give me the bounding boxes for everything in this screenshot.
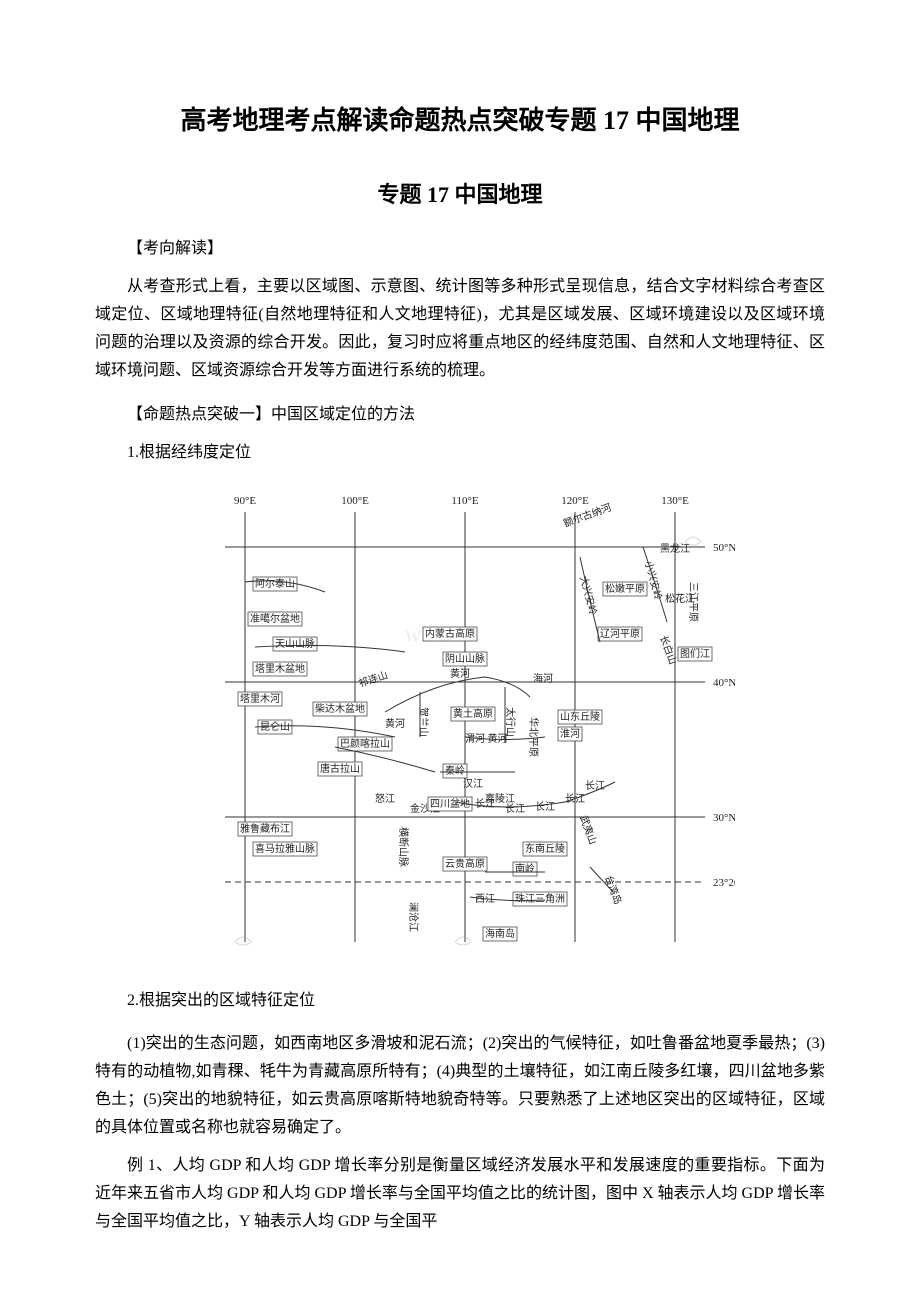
- svg-text:松花江: 松花江: [665, 592, 695, 605]
- body-paragraph: 例 1、人均 GDP 和人均 GDP 增长率分别是衡量区域经济发展水平和发展速度…: [95, 1152, 825, 1236]
- svg-text:塔里木盆地: 塔里木盆地: [255, 662, 305, 675]
- svg-text:23°26′N: 23°26′N: [713, 877, 735, 889]
- svg-text:巴颜喀拉山: 巴颜喀拉山: [340, 737, 390, 750]
- svg-text:祁连山: 祁连山: [357, 668, 390, 690]
- svg-text:贺兰山: 贺兰山: [417, 707, 430, 737]
- svg-text:海河: 海河: [533, 672, 553, 685]
- svg-text:长江: 长江: [505, 803, 525, 815]
- svg-text:汉江: 汉江: [463, 778, 483, 790]
- svg-text:长江: 长江: [585, 780, 605, 792]
- svg-text:90°E: 90°E: [234, 495, 256, 507]
- svg-text:图们江: 图们江: [680, 647, 710, 660]
- china-map-svg: 90°E 100°E 110°E 120°E 130°E 50°N 40°N 30°N 23°2…: [185, 482, 735, 962]
- svg-text:南岭: 南岭: [515, 862, 535, 875]
- page-subtitle: 专题 17 中国地理: [95, 177, 825, 209]
- svg-text:天山山脉: 天山山脉: [275, 637, 315, 650]
- svg-text:喜马拉雅山脉: 喜马拉雅山脉: [255, 842, 315, 855]
- svg-text:武夷山: 武夷山: [577, 814, 599, 847]
- section-heading: 【命题热点突破一】中国区域定位的方法: [95, 400, 825, 424]
- svg-text:云贵高原: 云贵高原: [445, 857, 485, 870]
- svg-text:黑龙江: 黑龙江: [660, 542, 690, 555]
- body-paragraph: 从考查形式上看，主要以区域图、示意图、统计图等多种形式呈现信息，结合文字材料综合…: [95, 273, 825, 385]
- body-paragraph: (1)突出的生态问题，如西南地区多滑坡和泥石流；(2)突出的气候特征，如吐鲁番盆…: [95, 1030, 825, 1142]
- svg-text:100°E: 100°E: [341, 495, 369, 507]
- svg-text:30°N: 30°N: [713, 812, 735, 824]
- svg-text:横断山脉: 横断山脉: [397, 827, 410, 867]
- svg-text:珠江三角洲: 珠江三角洲: [515, 892, 565, 905]
- svg-text:海南岛: 海南岛: [485, 927, 515, 940]
- svg-text:太行山: 太行山: [504, 707, 517, 737]
- svg-text:柴达木盆地: 柴达木盆地: [315, 702, 365, 715]
- svg-text:黄河: 黄河: [385, 717, 405, 730]
- page-title: 高考地理考点解读命题热点突破专题 17 中国地理: [95, 100, 825, 137]
- svg-text:50°N: 50°N: [713, 542, 735, 554]
- svg-text:松嫩平原: 松嫩平原: [605, 582, 645, 595]
- section-heading: 【考向解读】: [95, 234, 825, 258]
- svg-text:120°E: 120°E: [561, 495, 589, 507]
- svg-text:雅鲁藏布江: 雅鲁藏布江: [240, 822, 290, 835]
- svg-text:阴山山脉: 阴山山脉: [445, 652, 485, 665]
- svg-text:黄土高原: 黄土高原: [453, 707, 493, 720]
- svg-text:怒江: 怒江: [375, 792, 395, 805]
- svg-text:40°N: 40°N: [713, 677, 735, 689]
- svg-text:黄河: 黄河: [450, 667, 470, 680]
- svg-text:110°E: 110°E: [451, 495, 478, 507]
- svg-text:辽河平原: 辽河平原: [600, 628, 640, 640]
- svg-text:130°E: 130°E: [661, 495, 689, 507]
- svg-text:台湾岛: 台湾岛: [602, 874, 624, 907]
- svg-text:淮河: 淮河: [560, 728, 580, 740]
- method-heading: 1.根据经纬度定位: [95, 439, 825, 467]
- china-map-figure: 90°E 100°E 110°E 120°E 130°E 50°N 40°N 30°N 23°2…: [95, 482, 825, 967]
- svg-text:东南丘陵: 东南丘陵: [525, 842, 565, 855]
- svg-text:准噶尔盆地: 准噶尔盆地: [250, 612, 300, 625]
- svg-text:唐古拉山: 唐古拉山: [320, 762, 360, 775]
- svg-text:长白山: 长白山: [657, 634, 679, 667]
- method-heading: 2.根据突出的区域特征定位: [95, 987, 825, 1015]
- svg-text:华北平原: 华北平原: [527, 717, 540, 757]
- svg-text:澜沧江: 澜沧江: [407, 902, 420, 932]
- svg-text:塔里木河: 塔里木河: [240, 692, 280, 705]
- svg-text:长江: 长江: [535, 801, 555, 813]
- svg-text:秦岭: 秦岭: [445, 764, 465, 777]
- svg-text:山东丘陵: 山东丘陵: [560, 710, 600, 723]
- svg-text:内蒙古高原: 内蒙古高原: [425, 627, 475, 640]
- svg-text:阿尔泰山: 阿尔泰山: [255, 577, 295, 590]
